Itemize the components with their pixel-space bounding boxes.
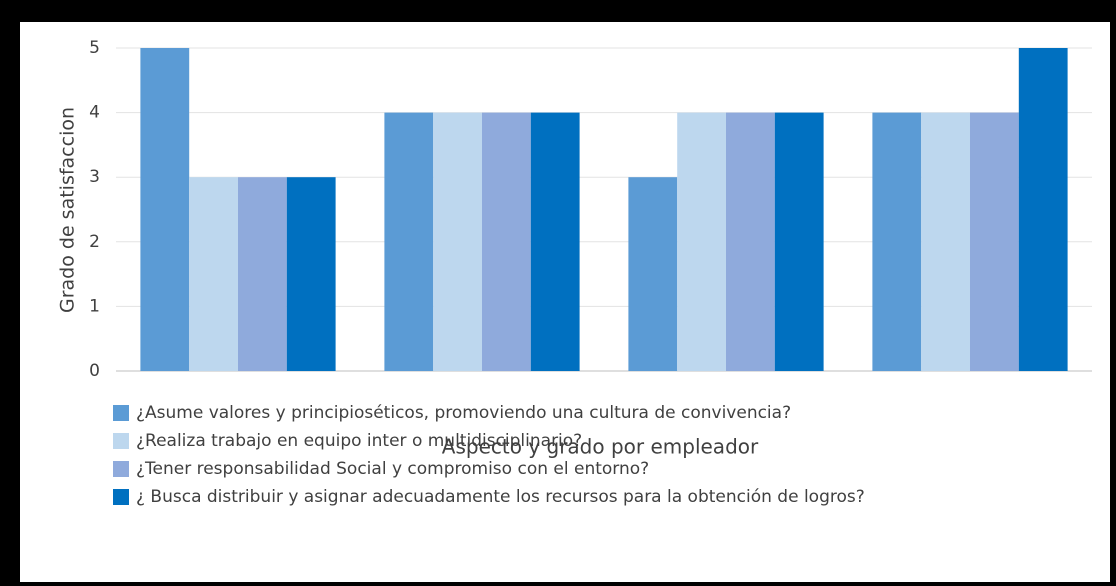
y-axis-title: Grado de satisfaccion xyxy=(57,107,79,313)
bar xyxy=(433,112,482,371)
y-tick-label: 0 xyxy=(89,361,100,381)
bar xyxy=(1018,48,1068,371)
legend-swatch xyxy=(113,433,129,449)
bar xyxy=(726,112,775,371)
bar xyxy=(286,177,336,371)
legend-label: ¿Tener responsabilidad Social y compromi… xyxy=(136,459,649,479)
legend-swatch xyxy=(113,405,129,421)
x-axis-title: Aspecto y grado por empleador xyxy=(442,435,759,459)
bar xyxy=(482,112,531,371)
y-tick-label: 1 xyxy=(89,296,100,316)
bar xyxy=(530,112,580,371)
bar xyxy=(970,112,1019,371)
bar xyxy=(628,177,678,371)
bar xyxy=(677,112,726,371)
bar xyxy=(238,177,287,371)
legend-label: ¿ Busca distribuir y asignar adecuadamen… xyxy=(136,487,865,507)
legend-label: ¿Realiza trabajo en equipo inter o multi… xyxy=(136,431,582,451)
y-tick-label: 3 xyxy=(89,167,100,187)
bar xyxy=(872,112,922,371)
y-tick-label: 5 xyxy=(89,38,100,58)
y-tick-label: 2 xyxy=(89,232,100,252)
bar xyxy=(140,48,190,371)
bar xyxy=(921,112,970,371)
y-tick-label: 4 xyxy=(89,103,100,123)
legend-swatch xyxy=(113,461,129,477)
bar xyxy=(189,177,238,371)
bar xyxy=(384,112,434,371)
legend-label: ¿Asume valores y principioséticos, promo… xyxy=(136,403,791,423)
legend-swatch xyxy=(113,489,129,505)
bar xyxy=(774,112,824,371)
